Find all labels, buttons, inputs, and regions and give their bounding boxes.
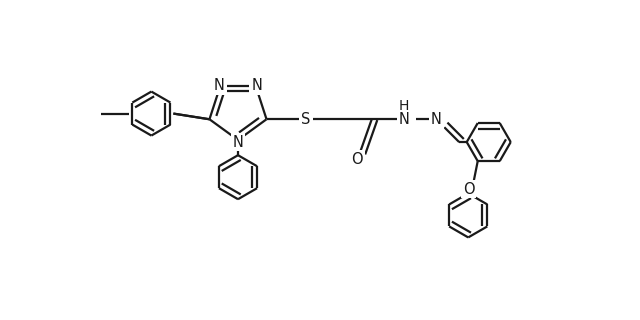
Text: N: N (214, 78, 225, 93)
Text: H: H (399, 99, 409, 113)
Text: N: N (251, 78, 262, 93)
Text: O: O (351, 152, 363, 167)
Text: N: N (232, 134, 243, 149)
Text: N: N (399, 112, 410, 127)
Text: S: S (301, 112, 310, 127)
Text: O: O (463, 182, 475, 196)
Text: N: N (431, 112, 442, 127)
